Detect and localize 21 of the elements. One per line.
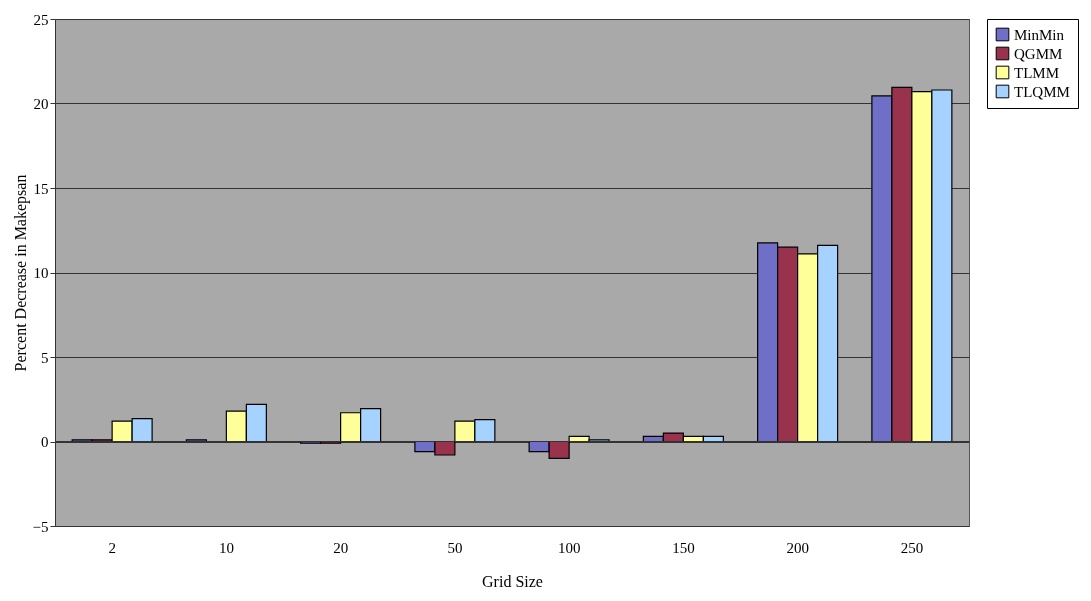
y-axis-title: Percent Decrease in Makepsan [11, 174, 30, 372]
y-tick-label: 25 [33, 11, 49, 28]
y-tick-label: 15 [33, 180, 49, 197]
x-axis-title: Grid Size [482, 572, 543, 590]
x-tick-label: 10 [218, 539, 234, 556]
x-tick-label: 200 [786, 539, 809, 556]
y-tick-label: 20 [33, 96, 49, 112]
legend-label: TLQMM [1014, 83, 1070, 100]
x-tick-label: 2 [108, 539, 116, 556]
legend-label: TLMM [1014, 64, 1059, 81]
x-tick-label: 100 [557, 539, 581, 556]
legend-label: MinMin [1014, 26, 1065, 43]
x-tick-label: 150 [672, 539, 695, 556]
x-tick-label: 50 [447, 539, 463, 556]
y-tick-label: 5 [41, 349, 49, 366]
y-tick-label: 10 [33, 265, 49, 281]
x-tick-label: 20 [333, 539, 349, 556]
y-tick-label: −5 [32, 518, 49, 535]
legend-label: QGMM [1014, 45, 1063, 62]
x-tick-label: 250 [900, 539, 924, 556]
y-tick-label: 0 [41, 434, 49, 450]
